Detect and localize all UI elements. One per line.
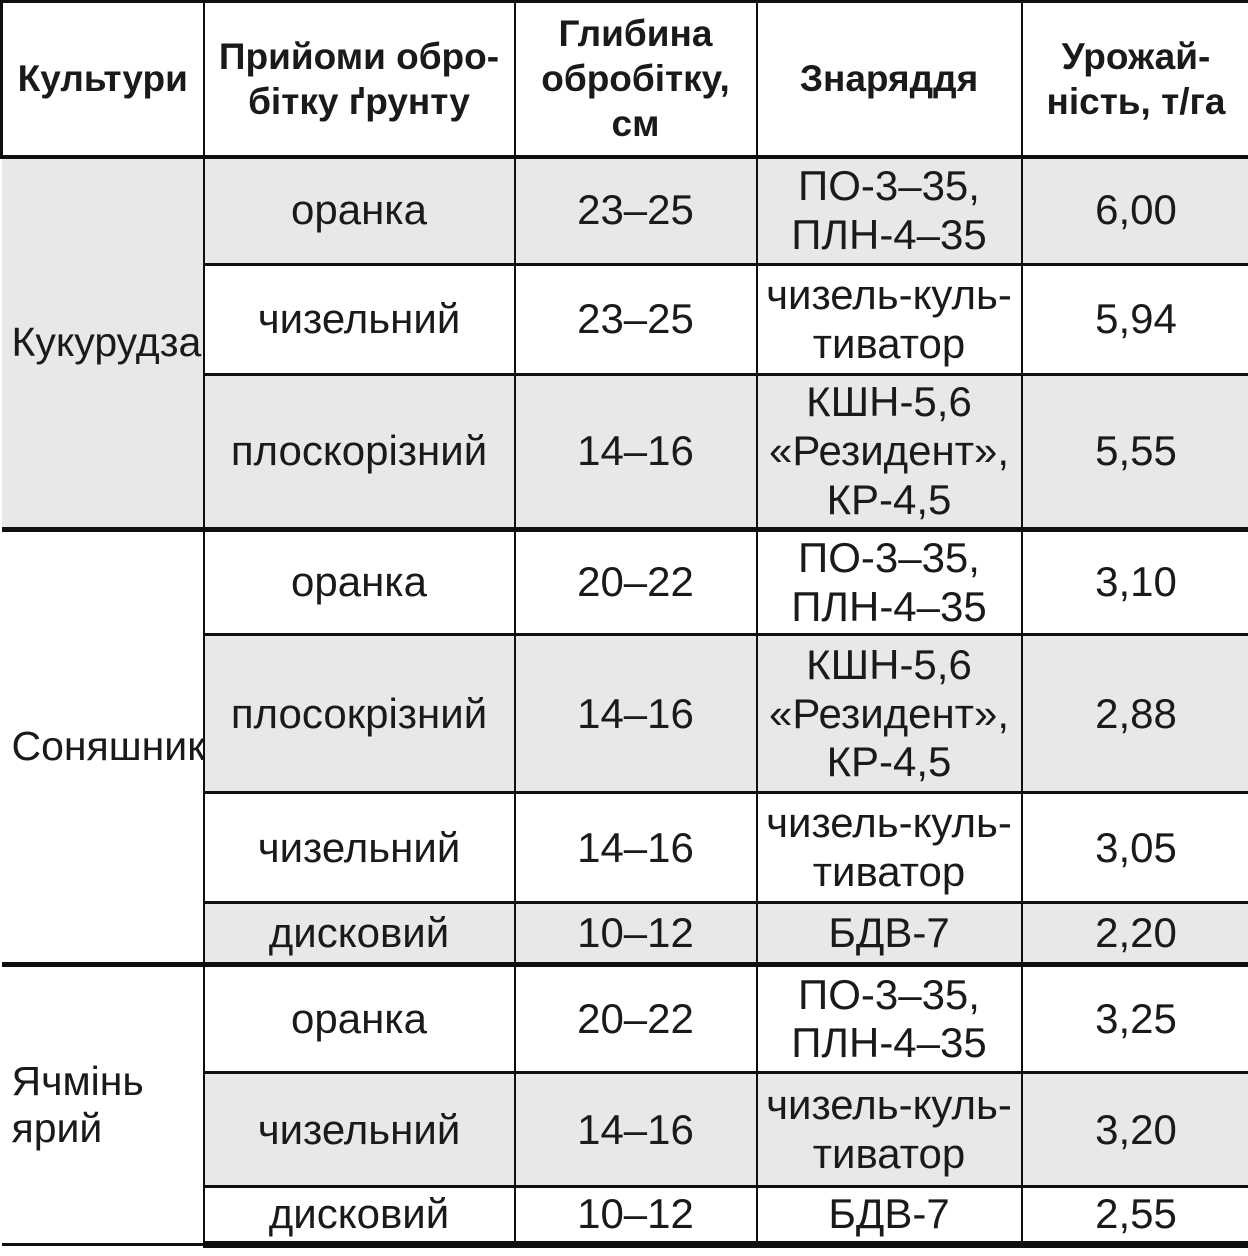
table-row: Кукурудза оранка 23–25 ПО-3–35, ПЛН-4–35… (1, 155, 1248, 531)
method-cell: чизельний (202, 791, 516, 905)
col-header-tools: Знаряддя (755, 0, 1023, 159)
col-header-yield: Урожай- ність, т/га (1020, 0, 1248, 159)
table-row: плоскорізний 14–16 КШН-5,6 «Резидент», К… (2, 373, 1248, 531)
tools-cell: КШН-5,6 «Резидент», КР-4,5 (755, 633, 1023, 795)
table-row: дисковий 10–12 БДВ-7 2,55 (2, 1185, 1248, 1249)
tools-cell: чизель-куль- тиватор (755, 263, 1023, 376)
tools-cell: БДВ-7 (755, 1185, 1023, 1249)
yield-cell: 3,25 (1020, 962, 1248, 1075)
table-row: Ячмінь ярий оранка 20–22 ПО-3–35, ПЛН-4–… (1, 962, 1248, 1247)
method-cell: оранка (202, 962, 516, 1075)
yield-cell: 5,94 (1020, 263, 1248, 376)
method-cell: плоскорізний (202, 373, 516, 531)
depth-cell: 10–12 (513, 1185, 758, 1249)
method-cell: дисковий (202, 1185, 516, 1249)
tools-cell: КШН-5,6 «Резидент», КР-4,5 (755, 373, 1023, 531)
table-row: дисковий 10–12 БДВ-7 2,20 (2, 901, 1248, 967)
crop-cell: Соняшник (1, 526, 205, 967)
depth-cell: 20–22 (513, 526, 758, 637)
tools-cell: ПО-3–35, ПЛН-4–35 (755, 526, 1023, 637)
depth-cell: 23–25 (513, 155, 758, 266)
col-header-methods: Прийоми обро- бітку ґрунту (202, 0, 516, 159)
yield-cell: 3,10 (1020, 526, 1248, 637)
depth-cell: 10–12 (513, 901, 758, 967)
table-row: Соняшник оранка 20–22 ПО-3–35, ПЛН-4–35 … (1, 526, 1248, 967)
table-row: плосокрізний 14–16 КШН-5,6 «Резидент», К… (2, 633, 1248, 795)
depth-cell: 14–16 (513, 1071, 758, 1189)
depth-cell: 14–16 (513, 791, 758, 905)
yield-cell: 2,55 (1020, 1185, 1248, 1249)
crop-cell: Кукурудза (1, 155, 205, 531)
col-header-depth: Глибина обробітку, см (513, 0, 758, 159)
method-cell: чизельний (202, 263, 516, 376)
table-row: чизельний 14–16 чизель-куль- тиватор 3,2… (2, 1071, 1248, 1189)
yield-cell: 2,88 (1020, 633, 1248, 795)
method-cell: оранка (202, 526, 516, 637)
header-row: Культури Прийоми обро- бітку ґрунту Глиб… (0, 0, 1248, 159)
method-cell: чизельний (202, 1071, 516, 1189)
tools-cell: чизель-куль- тиватор (755, 791, 1023, 905)
yield-cell: 3,05 (1020, 791, 1248, 905)
depth-cell: 14–16 (513, 373, 758, 531)
tools-cell: БДВ-7 (755, 901, 1023, 967)
table-row: чизельний 23–25 чизель-куль- тиватор 5,9… (2, 263, 1248, 376)
yield-cell: 3,20 (1020, 1071, 1248, 1189)
depth-cell: 14–16 (513, 633, 758, 795)
method-cell: дисковий (202, 901, 516, 967)
tools-cell: чизель-куль- тиватор (755, 1071, 1023, 1189)
crop-cell: Ячмінь ярий (1, 962, 205, 1247)
tools-cell: ПО-3–35, ПЛН-4–35 (755, 155, 1023, 266)
depth-cell: 20–22 (513, 962, 758, 1075)
method-cell: оранка (202, 155, 516, 266)
table-row: чизельний 14–16 чизель-куль- тиватор 3,0… (2, 791, 1248, 905)
yield-cell: 5,55 (1020, 373, 1248, 531)
tools-cell: ПО-3–35, ПЛН-4–35 (755, 962, 1023, 1075)
col-header-crops: Культури (0, 0, 205, 159)
yield-cell: 2,20 (1020, 901, 1248, 967)
method-cell: плосокрізний (202, 633, 516, 795)
yield-cell: 6,00 (1020, 155, 1248, 266)
depth-cell: 23–25 (513, 263, 758, 376)
